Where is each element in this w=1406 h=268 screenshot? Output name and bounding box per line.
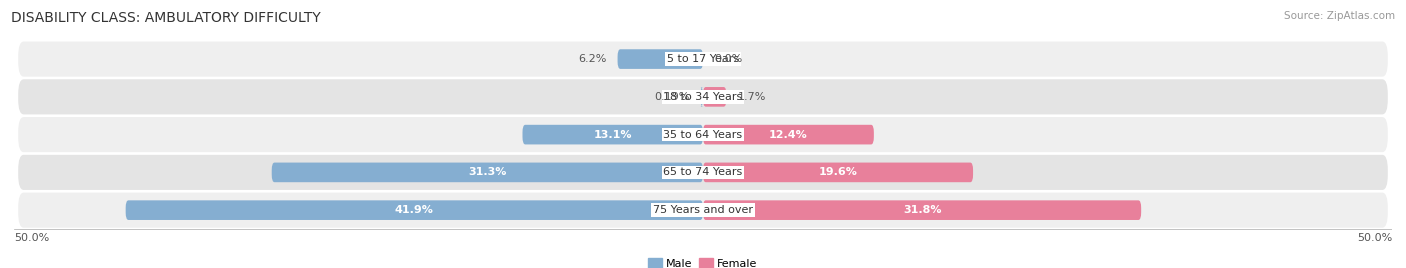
FancyBboxPatch shape — [523, 125, 703, 144]
Text: 13.1%: 13.1% — [593, 130, 633, 140]
FancyBboxPatch shape — [18, 79, 1388, 114]
Text: 75 Years and over: 75 Years and over — [652, 205, 754, 215]
FancyBboxPatch shape — [617, 49, 703, 69]
Text: 6.2%: 6.2% — [578, 54, 606, 64]
Text: Source: ZipAtlas.com: Source: ZipAtlas.com — [1284, 11, 1395, 21]
Legend: Male, Female: Male, Female — [644, 254, 762, 268]
FancyBboxPatch shape — [703, 87, 727, 107]
Text: 19.6%: 19.6% — [818, 168, 858, 177]
Text: DISABILITY CLASS: AMBULATORY DIFFICULTY: DISABILITY CLASS: AMBULATORY DIFFICULTY — [11, 11, 321, 25]
Text: 35 to 64 Years: 35 to 64 Years — [664, 130, 742, 140]
FancyBboxPatch shape — [18, 117, 1388, 152]
Text: 5 to 17 Years: 5 to 17 Years — [666, 54, 740, 64]
Text: 31.3%: 31.3% — [468, 168, 506, 177]
Text: 50.0%: 50.0% — [14, 233, 49, 243]
FancyBboxPatch shape — [703, 125, 875, 144]
Text: 0.19%: 0.19% — [654, 92, 689, 102]
FancyBboxPatch shape — [703, 200, 1142, 220]
FancyBboxPatch shape — [271, 163, 703, 182]
FancyBboxPatch shape — [18, 42, 1388, 77]
Text: 41.9%: 41.9% — [395, 205, 434, 215]
Text: 18 to 34 Years: 18 to 34 Years — [664, 92, 742, 102]
Text: 31.8%: 31.8% — [903, 205, 942, 215]
FancyBboxPatch shape — [18, 193, 1388, 228]
FancyBboxPatch shape — [18, 155, 1388, 190]
Text: 50.0%: 50.0% — [1357, 233, 1392, 243]
FancyBboxPatch shape — [700, 87, 703, 107]
Text: 65 to 74 Years: 65 to 74 Years — [664, 168, 742, 177]
FancyBboxPatch shape — [125, 200, 703, 220]
Text: 0.0%: 0.0% — [714, 54, 742, 64]
FancyBboxPatch shape — [703, 163, 973, 182]
Text: 12.4%: 12.4% — [769, 130, 808, 140]
Text: 1.7%: 1.7% — [738, 92, 766, 102]
